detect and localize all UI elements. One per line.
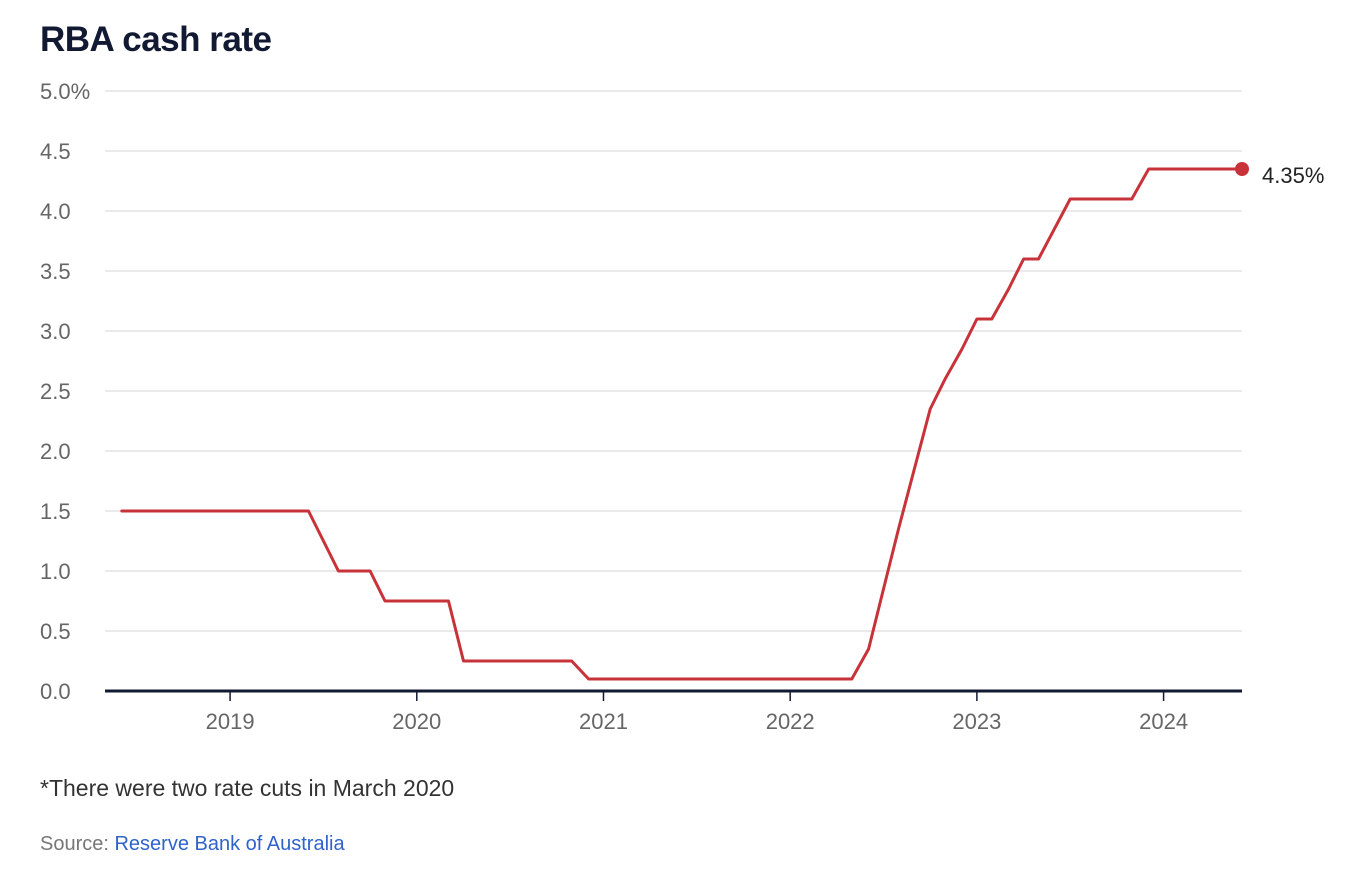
y-tick-label: 0.0 xyxy=(40,679,71,704)
y-tick-label: 3.0 xyxy=(40,319,71,344)
x-tick-label: 2019 xyxy=(206,709,255,734)
x-tick-label: 2021 xyxy=(579,709,628,734)
y-tick-label: 4.0 xyxy=(40,199,71,224)
cash-rate-line xyxy=(120,167,1244,681)
y-tick-label: 3.5 xyxy=(40,259,71,284)
source-prefix: Source: xyxy=(40,833,115,855)
chart-title: RBA cash rate xyxy=(40,20,272,59)
y-tick-label: 2.0 xyxy=(40,439,71,464)
x-tick-label: 2024 xyxy=(1139,709,1188,734)
footnote: *There were two rate cuts in March 2020 xyxy=(40,775,455,801)
end-value-label: 4.35% xyxy=(1262,163,1324,188)
y-tick-label: 0.5 xyxy=(40,619,71,644)
y-axis-ticks: 0.0 0.5 1.0 1.5 2.0 2.5 3.0 3.5 4.0 4.5 5.0% xyxy=(40,79,90,704)
x-tick-label: 2022 xyxy=(766,709,815,734)
gridlines xyxy=(105,90,1242,632)
y-tick-label: 1.0 xyxy=(40,559,71,584)
end-point-marker xyxy=(1235,162,1249,176)
x-tick-label: 2020 xyxy=(392,709,441,734)
y-tick-label: 5.0% xyxy=(40,79,90,104)
source-line: Source: Reserve Bank of Australia xyxy=(40,833,345,856)
x-tick-label: 2023 xyxy=(952,709,1001,734)
y-tick-label: 2.5 xyxy=(40,379,71,404)
source-link[interactable]: Reserve Bank of Australia xyxy=(114,833,345,855)
x-axis-ticks: 2019 2020 2021 2022 2023 2024 xyxy=(206,691,1188,734)
series: 4.35% xyxy=(120,162,1324,681)
y-tick-label: 4.5 xyxy=(40,139,71,164)
y-tick-label: 1.5 xyxy=(40,499,71,524)
